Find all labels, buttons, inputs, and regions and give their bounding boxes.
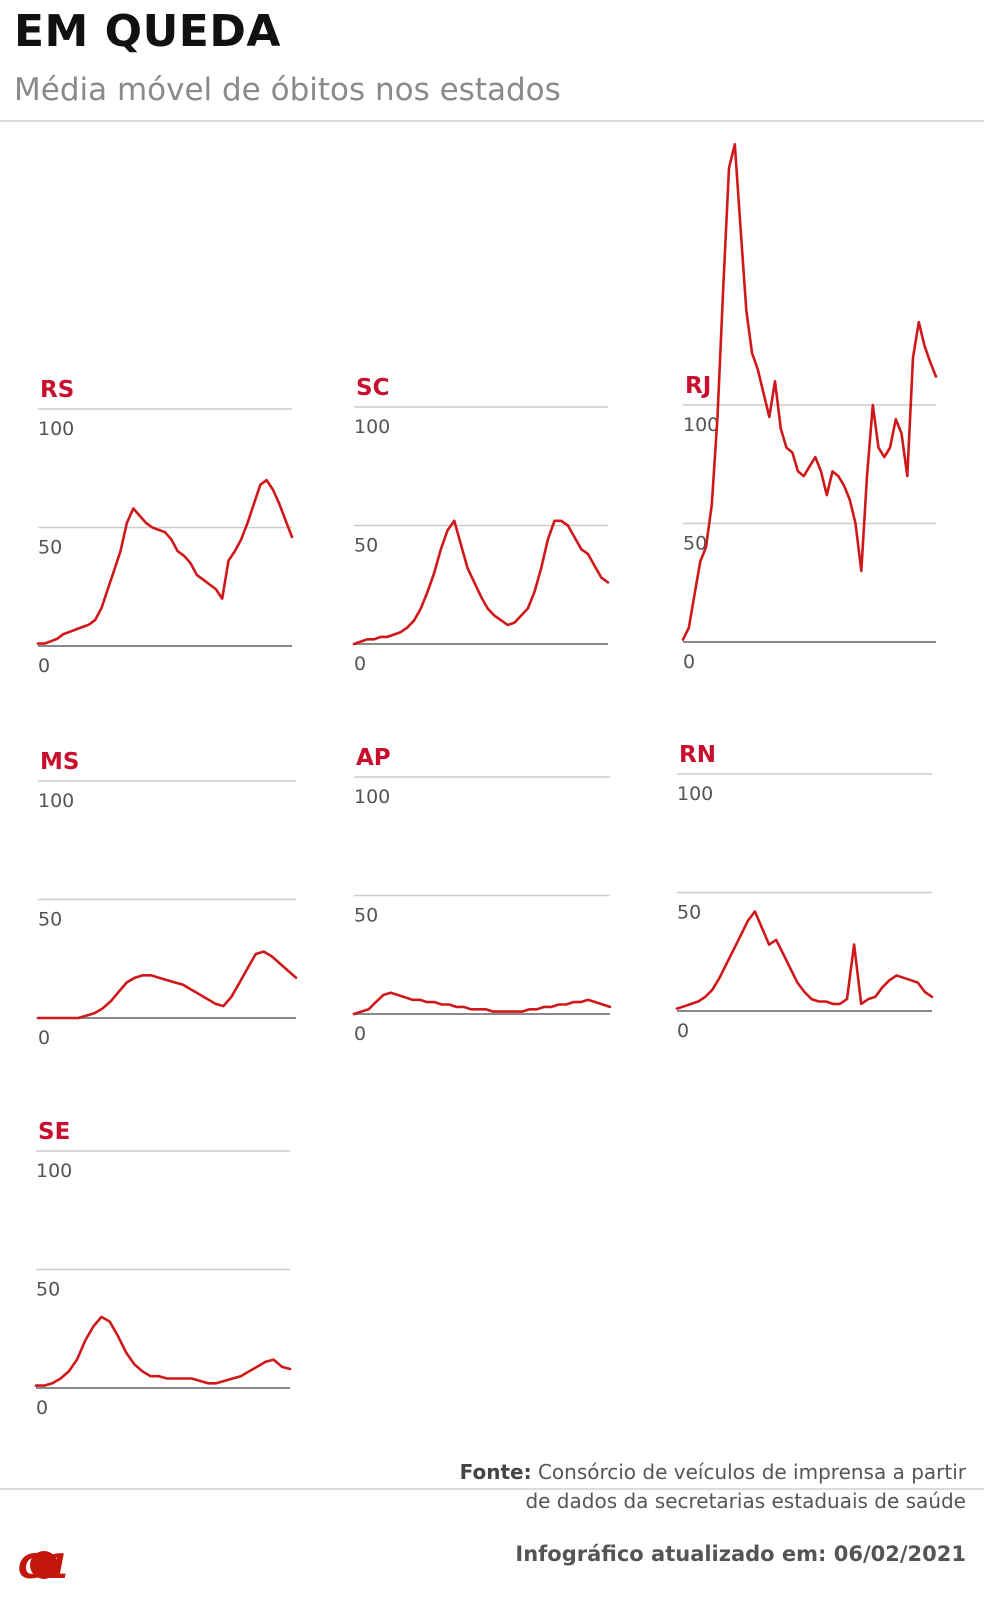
series-line-ms <box>36 950 298 1020</box>
tick-label-100: 100 <box>683 414 719 436</box>
tick-label-100: 100 <box>677 783 713 805</box>
source-label: Fonte: <box>459 1460 532 1484</box>
update-note: Infográfico atualizado em: 06/02/2021 <box>515 1542 966 1566</box>
tick-label-100: 100 <box>36 1160 72 1182</box>
tick-label-0: 0 <box>354 653 366 675</box>
tick-label-0: 0 <box>354 1023 366 1045</box>
tick-label-0: 0 <box>38 1027 50 1049</box>
state-label-rj: RJ <box>685 373 711 399</box>
state-label-ms: MS <box>40 749 79 775</box>
panel-rs: RS 0 50 100 <box>36 377 294 677</box>
series-line-rj <box>681 143 938 641</box>
state-label-se: SE <box>38 1119 70 1145</box>
series-line-sc <box>352 519 610 646</box>
g1-logo: G1 <box>18 1547 70 1584</box>
source-note: Fonte: Consórcio de veículos de imprensa… <box>460 1458 966 1516</box>
tick-label-100: 100 <box>38 418 74 440</box>
footer-divider <box>0 1488 984 1490</box>
tick-label-50: 50 <box>683 533 707 555</box>
g1-logo-circle <box>30 1551 58 1579</box>
tick-label-50: 50 <box>354 535 378 557</box>
chart-subtitle: Média móvel de óbitos nos estados <box>14 72 561 108</box>
tick-label-100: 100 <box>354 416 390 438</box>
tick-label-50: 50 <box>354 905 378 927</box>
panel-rj: RJ 0 50 100 <box>681 143 938 673</box>
panel-se: SE 0 50 100 <box>34 1119 292 1419</box>
tick-label-0: 0 <box>677 1020 689 1042</box>
series-line-rn <box>675 910 934 1010</box>
state-label-sc: SC <box>356 375 389 401</box>
state-label-rs: RS <box>40 377 74 403</box>
state-label-rn: RN <box>679 742 716 768</box>
tick-label-100: 100 <box>38 790 74 812</box>
source-text-1: Consórcio de veículos de imprensa a part… <box>537 1460 966 1484</box>
state-label-ap: AP <box>356 745 391 771</box>
tick-label-50: 50 <box>38 537 62 559</box>
chart-title: EM QUEDA <box>14 6 281 57</box>
panel-rn: RN 0 50 100 <box>675 742 934 1042</box>
series-line-se <box>34 1315 292 1387</box>
tick-label-50: 50 <box>36 1279 60 1301</box>
g1-logo-text: G1 <box>18 1547 70 1584</box>
series-line-rs <box>36 478 294 645</box>
tick-label-0: 0 <box>683 651 695 673</box>
tick-label-0: 0 <box>36 1397 48 1419</box>
panel-ms: MS 0 50 100 <box>36 749 298 1049</box>
tick-label-100: 100 <box>354 786 390 808</box>
tick-label-50: 50 <box>677 902 701 924</box>
panel-sc: SC 0 50 100 <box>352 375 610 675</box>
header-divider <box>0 120 984 122</box>
source-text-2: de dados da secretarias estaduais de saú… <box>525 1489 966 1513</box>
source-line-1: Fonte: Consórcio de veículos de imprensa… <box>460 1460 966 1484</box>
series-line-ap <box>352 991 612 1016</box>
panel-ap: AP 0 50 100 <box>352 745 612 1045</box>
tick-label-0: 0 <box>38 655 50 677</box>
tick-label-50: 50 <box>38 909 62 931</box>
